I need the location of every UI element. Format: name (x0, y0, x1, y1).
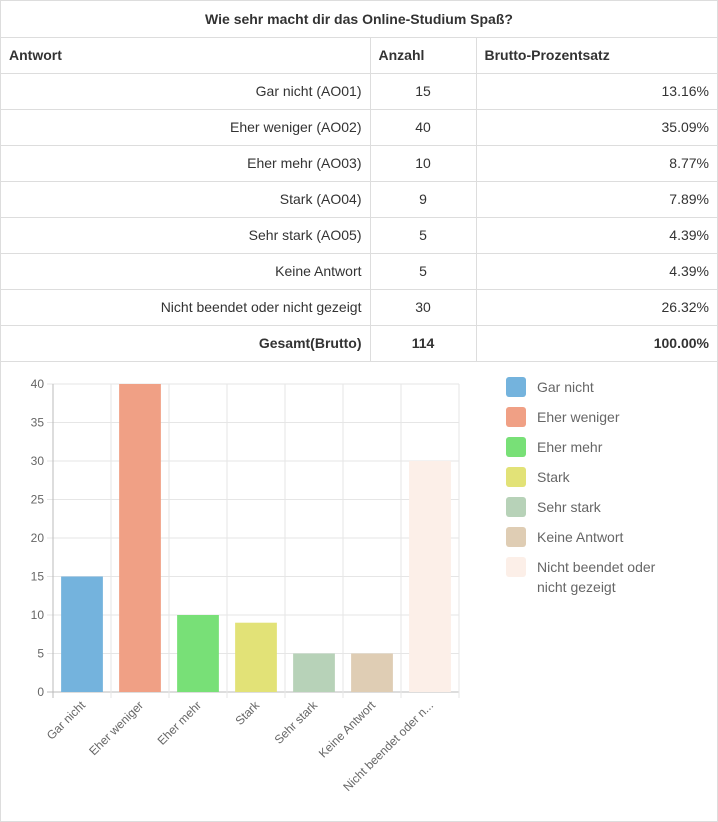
column-header-count: Anzahl (369, 37, 476, 74)
total-count: 114 (369, 325, 476, 362)
table-row: Eher mehr (AO03) 10 8.77% (1, 145, 717, 182)
y-tick-label: 30 (31, 454, 45, 468)
x-tick-label: Eher mehr (155, 698, 205, 748)
bar-2 (177, 615, 219, 692)
bar-1 (119, 384, 161, 692)
bar-3 (235, 622, 277, 692)
legend-item[interactable]: Stark (506, 467, 687, 487)
x-tick-label: Gar nicht (44, 698, 89, 743)
table-row: Sehr stark (AO05) 5 4.39% (1, 217, 717, 254)
row-count: 30 (369, 289, 476, 326)
x-tick-label: Stark (232, 698, 262, 728)
table-row: Nicht beendet oder nicht gezeigt 30 26.3… (1, 289, 717, 326)
legend-swatch (506, 467, 526, 487)
row-percent: 4.39% (475, 253, 717, 290)
row-count: 40 (369, 109, 476, 146)
row-count: 9 (369, 181, 476, 218)
legend-swatch (506, 437, 526, 457)
y-tick-label: 15 (31, 570, 45, 584)
x-tick-label: Sehr stark (272, 698, 321, 747)
legend-item[interactable]: Keine Antwort (506, 527, 687, 547)
legend-label: Gar nicht (537, 379, 594, 395)
y-tick-label: 10 (31, 608, 45, 622)
table-row: Stark (AO04) 9 7.89% (1, 181, 717, 218)
bar-5 (351, 653, 393, 692)
x-tick-label: Keine Antwort (316, 698, 379, 761)
bar-6 (409, 461, 451, 692)
y-tick-label: 40 (31, 377, 45, 391)
legend-label: Eher weniger (537, 409, 620, 425)
legend-swatch (506, 527, 526, 547)
row-count: 15 (369, 73, 476, 110)
bar-4 (293, 653, 335, 692)
legend-label: Stark (537, 469, 570, 485)
row-label: Sehr stark (AO05) (1, 217, 370, 254)
row-count: 10 (369, 145, 476, 182)
row-label: Stark (AO04) (1, 181, 370, 218)
table-row: Gar nicht (AO01) 15 13.16% (1, 73, 717, 110)
column-header-percent: Brutto-Prozentsatz (475, 37, 717, 74)
table-row: Keine Antwort 5 4.39% (1, 253, 717, 290)
legend-item[interactable]: Sehr stark (506, 497, 687, 517)
legend-item[interactable]: Gar nicht (506, 377, 687, 397)
row-percent: 8.77% (475, 145, 717, 182)
row-count: 5 (369, 253, 476, 290)
legend-item[interactable]: Eher mehr (506, 437, 687, 457)
legend-swatch (506, 557, 526, 577)
y-tick-label: 5 (37, 647, 44, 661)
row-percent: 35.09% (475, 109, 717, 146)
legend-item[interactable]: Nicht beendet oder nicht gezeigt (506, 557, 687, 597)
legend-swatch (506, 377, 526, 397)
legend-swatch (506, 497, 526, 517)
legend-swatch (506, 407, 526, 427)
column-header-answer: Antwort (1, 37, 370, 74)
legend-label: Eher mehr (537, 439, 603, 455)
row-percent: 26.32% (475, 289, 717, 326)
table-header-row: Antwort Anzahl Brutto-Prozentsatz (1, 37, 717, 74)
row-percent: 7.89% (475, 181, 717, 218)
row-label: Nicht beendet oder nicht gezeigt (1, 289, 370, 326)
total-label: Gesamt(Brutto) (1, 325, 370, 362)
y-tick-label: 0 (37, 685, 44, 699)
row-percent: 4.39% (475, 217, 717, 254)
legend-label: Keine Antwort (537, 529, 624, 545)
row-count: 5 (369, 217, 476, 254)
question-title: Wie sehr macht dir das Online-Studium Sp… (1, 1, 717, 38)
x-tick-label: Eher weniger (86, 698, 146, 758)
y-tick-label: 35 (31, 416, 45, 430)
y-tick-label: 25 (31, 493, 45, 507)
table-total-row: Gesamt(Brutto) 114 100.00% (1, 325, 717, 362)
table-row: Eher weniger (AO02) 40 35.09% (1, 109, 717, 146)
results-table: Antwort Anzahl Brutto-Prozentsatz Gar ni… (1, 37, 717, 362)
row-label: Eher mehr (AO03) (1, 145, 370, 182)
y-tick-label: 20 (31, 531, 45, 545)
total-percent: 100.00% (475, 325, 717, 362)
legend-label: Sehr stark (537, 499, 601, 515)
legend-label: Nicht beendet oder nicht gezeigt (537, 559, 656, 595)
row-label: Keine Antwort (1, 253, 370, 290)
row-label: Eher weniger (AO02) (1, 109, 370, 146)
row-label: Gar nicht (AO01) (1, 73, 370, 110)
bar-0 (61, 576, 103, 692)
row-percent: 13.16% (475, 73, 717, 110)
legend-item[interactable]: Eher weniger (506, 407, 687, 427)
